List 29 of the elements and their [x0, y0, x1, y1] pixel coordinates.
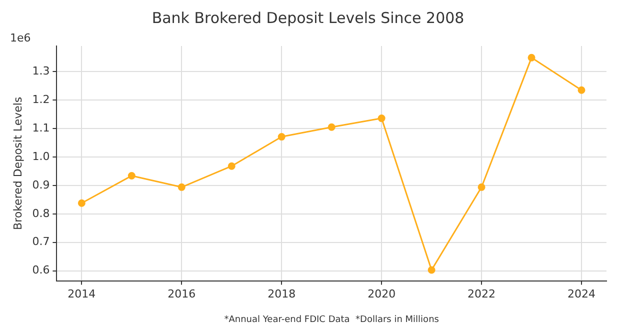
chart-title: Bank Brokered Deposit Levels Since 2008 — [152, 8, 464, 27]
x-tick-label: 2020 — [368, 287, 396, 300]
point — [128, 172, 136, 180]
point — [578, 86, 586, 94]
point — [378, 114, 386, 122]
y-tick-label: 0.8 — [32, 206, 50, 220]
y-tick-label: 0.9 — [32, 178, 50, 192]
y-tick-label: 1.3 — [32, 64, 50, 78]
x-tick-label: 2018 — [268, 287, 296, 300]
x-tick-label: 2014 — [68, 287, 96, 300]
y-tick-label: 1.2 — [32, 92, 50, 106]
y-tick-label: 0.7 — [32, 235, 50, 248]
point — [228, 162, 236, 170]
point — [78, 199, 86, 207]
text: 1e6 — [10, 31, 31, 44]
x-tick-label: 2016 — [168, 287, 196, 300]
point — [478, 183, 486, 191]
x-tick-label: 2022 — [468, 287, 496, 300]
point — [328, 123, 336, 131]
x-tick-label: 2024 — [568, 287, 596, 300]
point — [528, 54, 536, 62]
point — [428, 266, 436, 274]
y-axis-title: Brokered Deposit Levels — [11, 96, 24, 230]
text: *Annual Year-end FDIC Data *Dollars in Millions — [224, 314, 440, 325]
point — [178, 183, 186, 191]
point — [278, 133, 286, 141]
y-tick-label: 1.0 — [32, 150, 50, 163]
y-tick-label: 0.6 — [32, 264, 50, 277]
y-tick-label: 1.1 — [32, 121, 50, 134]
